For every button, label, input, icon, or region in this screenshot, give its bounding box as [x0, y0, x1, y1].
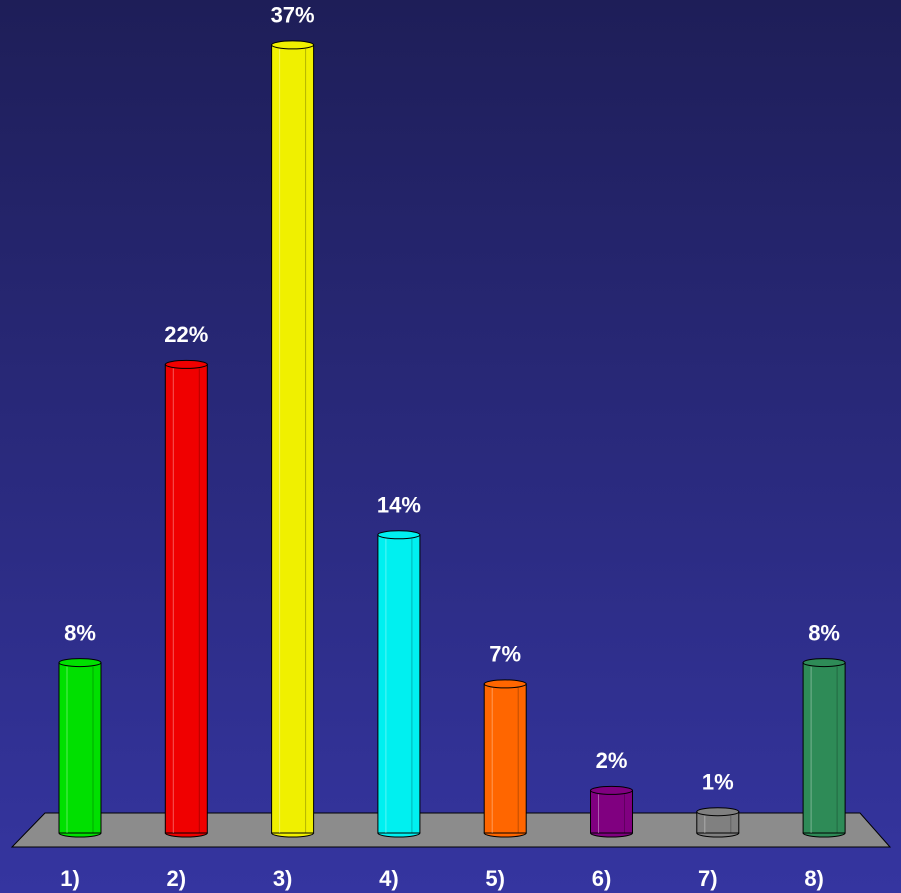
bar-top	[58, 658, 102, 668]
x-tick-label: 4)	[379, 866, 399, 891]
x-tick-label: 3)	[273, 866, 293, 891]
value-label: 8%	[64, 620, 96, 645]
value-label: 2%	[596, 748, 628, 773]
bar	[164, 363, 208, 834]
bar-top	[271, 40, 315, 50]
bars	[58, 40, 846, 838]
x-tick-label: 5)	[485, 866, 505, 891]
x-tick-label: 2)	[167, 866, 187, 891]
bar-top	[696, 807, 740, 817]
x-tick-label: 8)	[804, 866, 824, 891]
x-tick-label: 6)	[592, 866, 612, 891]
bar-top	[590, 785, 633, 795]
bar	[802, 662, 846, 834]
value-label: 8%	[808, 620, 840, 645]
bar	[271, 44, 315, 834]
bar-top	[483, 679, 527, 689]
x-tick-label: 1)	[60, 866, 80, 891]
floor	[10, 812, 892, 848]
bar	[483, 683, 527, 834]
bar	[377, 534, 421, 834]
bar-top	[164, 359, 208, 369]
bar	[590, 789, 633, 834]
value-label: 14%	[377, 493, 421, 518]
x-tick-label: 7)	[698, 866, 718, 891]
bar-top	[377, 530, 421, 540]
bar	[58, 662, 102, 834]
value-label: 7%	[489, 642, 521, 667]
value-label: 37%	[271, 3, 315, 28]
bar-top	[802, 658, 846, 668]
value-label: 1%	[702, 770, 734, 795]
value-label: 22%	[164, 322, 208, 347]
